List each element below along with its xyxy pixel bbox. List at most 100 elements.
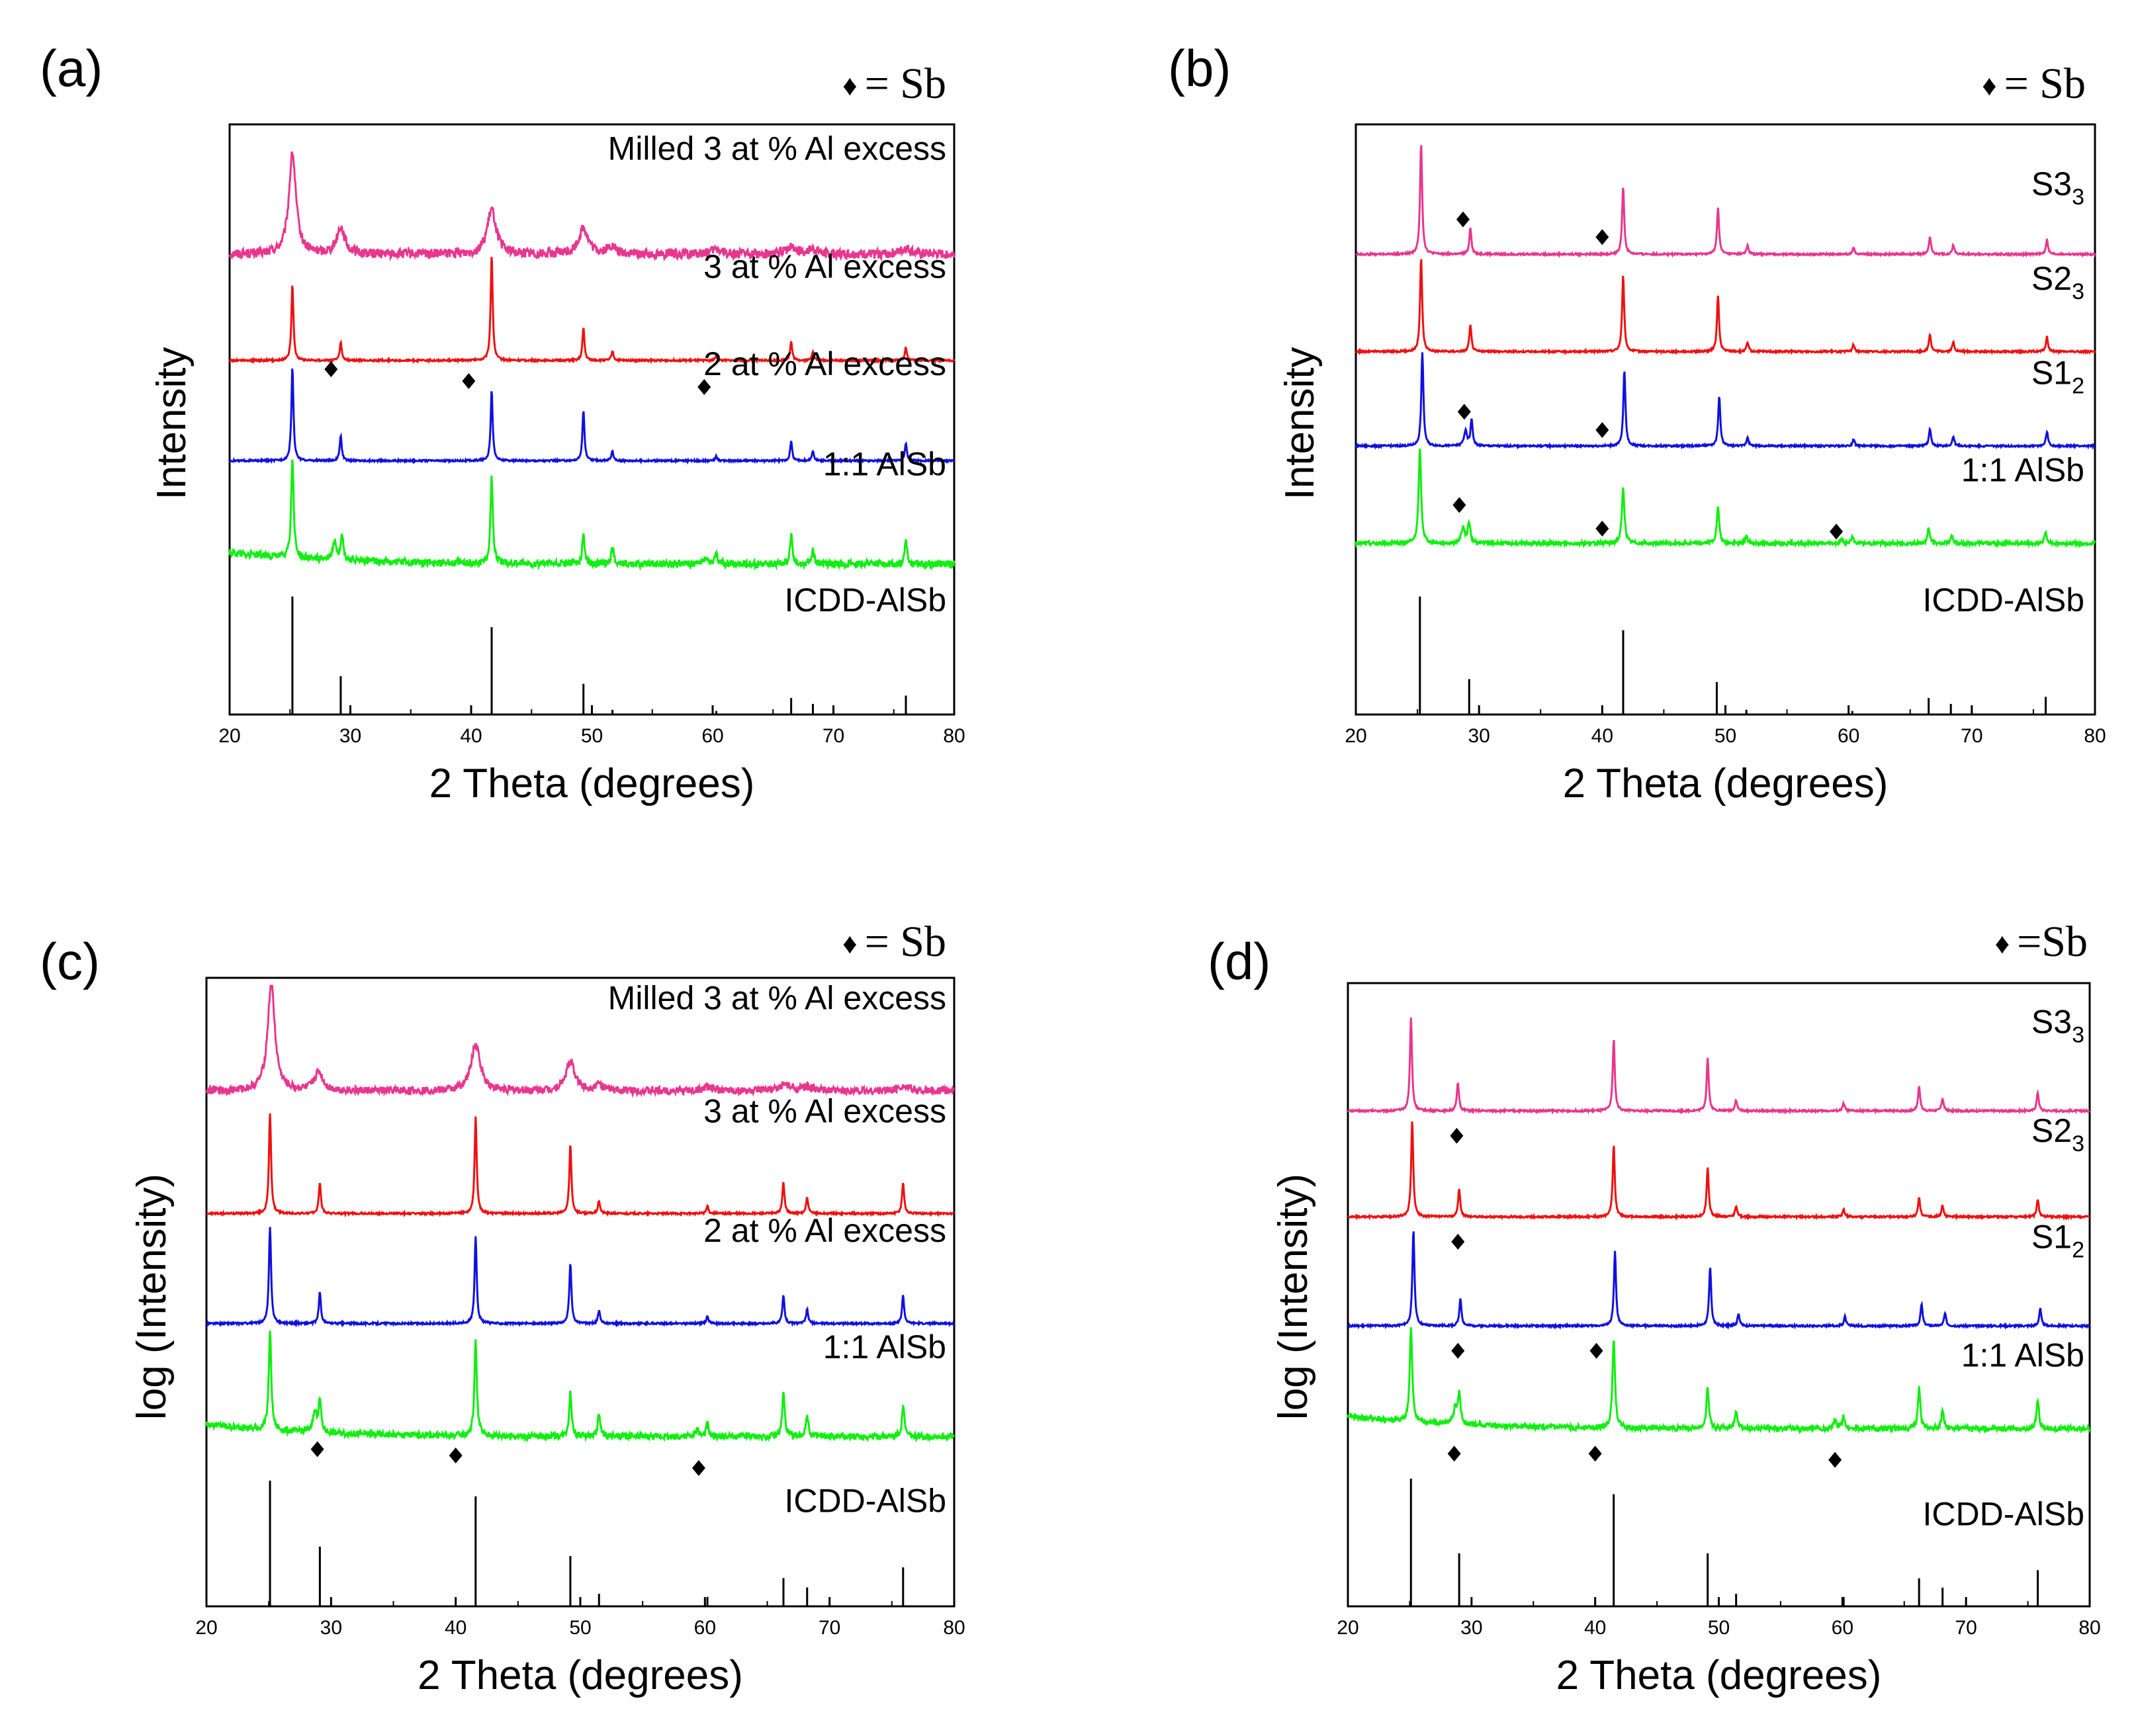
- series-line-0: [1355, 145, 2096, 259]
- x-tick-label: 80: [2084, 725, 2106, 747]
- series-line-3: [1355, 449, 2096, 549]
- trace-label: 1:1 AlSb: [823, 1328, 946, 1366]
- x-tick-label: 50: [1714, 725, 1736, 747]
- series-line-3: [205, 1330, 955, 1444]
- sb-marker: [1595, 422, 1609, 439]
- trace-label: S23: [2031, 1112, 2084, 1156]
- x-axis-label: 2 Theta (degrees): [418, 1653, 743, 1698]
- sb-marker: [324, 361, 338, 378]
- sb-legend-marker: ♦: [842, 928, 864, 960]
- trace-label: Milled 3 at % Al excess: [608, 980, 946, 1017]
- series-line-0: [1347, 1017, 2090, 1115]
- sb-marker: [1456, 211, 1470, 228]
- sb-marker: [1595, 521, 1609, 537]
- trace-label: 1:1 AlSb: [1961, 452, 2084, 489]
- x-tick-label: 70: [823, 725, 844, 747]
- trace-label-main: S2: [2031, 260, 2072, 297]
- chart-panel-d: (d) ♦ =Sb 20 30 40 50 60 70 80 2 Theta (degrees) l…: [1208, 918, 2101, 1698]
- x-axis-label: 2 Theta (degrees): [429, 761, 755, 806]
- trace-label-main: 2 at % Al excess: [703, 345, 946, 382]
- x-tick-label: 50: [569, 1617, 591, 1639]
- trace-label-main: 2 at % Al excess: [703, 1212, 946, 1249]
- trace-label-main: ICDD-AlSb: [785, 582, 946, 619]
- trace-label: ICDD-AlSb: [1923, 1496, 2084, 1533]
- trace-label-main: S2: [2031, 1112, 2072, 1149]
- y-axis-label: Intensity: [1277, 347, 1323, 500]
- sb-marker: [1447, 1446, 1461, 1462]
- sb-legend: ♦ = Sb: [842, 918, 946, 966]
- chart-panel-c: (c) ♦ = Sb 20 30 40 50 60 70 80 2 Theta (degrees)…: [40, 918, 965, 1698]
- sb-legend-marker: ♦: [842, 69, 864, 102]
- trace-label-main: 1:1 AlSb: [1961, 1336, 2084, 1373]
- series-line-2: [1347, 1231, 2091, 1330]
- x-tick-label: 60: [701, 725, 723, 747]
- sb-marker: [1457, 404, 1471, 420]
- trace-label-main: S3: [2031, 165, 2072, 202]
- x-tick-label: 70: [819, 1617, 840, 1639]
- x-tick-label: 20: [195, 1617, 217, 1639]
- sb-marker: [1450, 1127, 1464, 1144]
- trace-label-sub: 2: [2072, 1237, 2084, 1262]
- x-tick-label: 40: [460, 725, 482, 747]
- trace-label-main: 3 at % Al excess: [703, 1093, 946, 1130]
- plot-frame: [1355, 123, 2096, 716]
- trace-label-main: 1:1 AlSb: [1961, 452, 2084, 489]
- trace-label: 1:1 AlSb: [1961, 1336, 2084, 1373]
- trace-label: 3 at % Al excess: [703, 1093, 946, 1130]
- trace-label-sub: 2: [2072, 373, 2084, 398]
- trace-label-main: 3 at % Al excess: [703, 248, 946, 285]
- series-line-1: [228, 257, 956, 365]
- trace-label: S23: [2031, 260, 2084, 304]
- trace-label-main: ICDD-AlSb: [785, 1483, 946, 1520]
- trace-label: S33: [2031, 1003, 2084, 1047]
- series-line-1: [1355, 259, 2096, 356]
- trace-label: 1:1 AlSb: [823, 446, 946, 483]
- series-line-2: [1355, 352, 2096, 450]
- x-tick-label: 40: [1591, 725, 1613, 747]
- sb-marker: [1452, 497, 1466, 513]
- trace-label-main: ICDD-AlSb: [1923, 1496, 2084, 1533]
- sb-legend-marker: ♦: [1995, 928, 2017, 960]
- sb-marker: [1451, 1233, 1465, 1250]
- plot-frame: [228, 123, 956, 716]
- sb-marker: [310, 1441, 324, 1457]
- series-line-1: [1347, 1121, 2090, 1221]
- trace-label-main: S1: [2031, 1218, 2072, 1255]
- trace-label-main: S3: [2031, 1003, 2072, 1040]
- sb-marker: [1830, 523, 1844, 540]
- x-tick-label: 50: [581, 725, 603, 747]
- series-line-0: [228, 151, 956, 262]
- y-axis-label: Intensity: [149, 347, 195, 500]
- trace-label-main: Milled 3 at % Al excess: [608, 130, 946, 167]
- sb-marker: [462, 373, 476, 390]
- chart-panel-a: (a) ♦ = Sb 20 30 40 50 60 70 80 2 Theta (degrees)…: [40, 39, 965, 806]
- trace-label: 2 at % Al excess: [703, 345, 946, 382]
- trace-label-main: 1:1 AlSb: [823, 1328, 946, 1366]
- x-tick-label: 80: [2078, 1617, 2100, 1639]
- trace-label: ICDD-AlSb: [1923, 582, 2084, 619]
- sb-marker: [697, 378, 711, 395]
- sb-marker: [1828, 1452, 1842, 1468]
- trace-label: 3 at % Al excess: [703, 248, 946, 285]
- series-line-3: [1347, 1327, 2091, 1435]
- trace-label: Milled 3 at % Al excess: [608, 130, 946, 167]
- sb-marker: [1595, 229, 1609, 245]
- x-tick-label: 20: [1345, 725, 1366, 747]
- trace-label-main: 1:1 AlSb: [823, 446, 946, 483]
- y-axis-label: log (Intensity): [1270, 1174, 1316, 1420]
- trace-label-sub: 3: [2072, 279, 2084, 304]
- trace-label: ICDD-AlSb: [785, 582, 946, 619]
- sb-marker: [1588, 1446, 1602, 1462]
- trace-label: 2 at % Al excess: [703, 1212, 946, 1249]
- sb-marker: [449, 1448, 463, 1463]
- x-tick-label: 30: [339, 725, 361, 747]
- trace-label-sub: 3: [2072, 1022, 2084, 1047]
- x-tick-label: 20: [1337, 1617, 1358, 1639]
- series-line-3: [228, 459, 956, 572]
- panel-label: (d): [1208, 932, 1270, 990]
- x-tick-label: 40: [1584, 1617, 1606, 1639]
- x-tick-label: 60: [694, 1617, 716, 1639]
- trace-label: S12: [2031, 354, 2084, 398]
- sb-legend-marker: ♦: [1982, 69, 2004, 102]
